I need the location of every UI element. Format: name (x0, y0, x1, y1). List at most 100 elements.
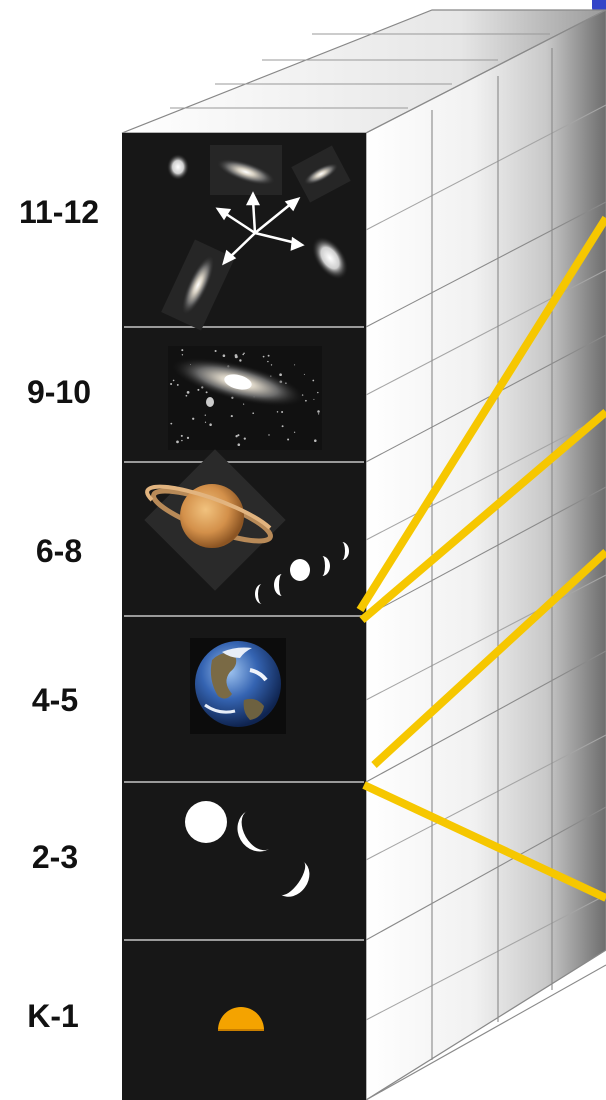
grade-label-2-3: 2-3 (31, 839, 79, 875)
side-row-line (365, 486, 606, 617)
star (314, 439, 317, 442)
star (181, 354, 184, 356)
title-fragment (592, 0, 606, 12)
crescent-moon-icon (280, 861, 310, 897)
star (252, 412, 255, 415)
small-galaxy-icon (167, 154, 189, 180)
star (204, 421, 207, 423)
star (235, 435, 238, 438)
side-row-line (365, 964, 606, 1100)
panel-4-5-art (190, 638, 286, 734)
star (303, 373, 305, 375)
side-row-line (365, 414, 606, 541)
panel-k-1-art (218, 1007, 264, 1031)
expansion-arrows-icon (215, 191, 305, 266)
grade-label-11-12: 11-12 (18, 194, 100, 230)
connector-2-3-outward (362, 781, 606, 902)
star (242, 353, 245, 356)
star (230, 415, 233, 418)
star (186, 436, 190, 439)
spiral-galaxy-top-icon (215, 158, 277, 186)
star (186, 391, 190, 394)
connector-6-8-to-11-12 (356, 215, 606, 613)
star (237, 434, 240, 437)
earth-icon (195, 641, 281, 727)
full-moon-icon (185, 801, 227, 843)
satellite-galaxy (206, 397, 214, 407)
star (268, 434, 270, 436)
star (192, 417, 195, 420)
star (214, 349, 217, 353)
star (205, 391, 208, 394)
diffuse-galaxy-icon (312, 236, 348, 280)
star (170, 382, 173, 386)
star (270, 364, 273, 366)
panel-dividers (124, 326, 364, 941)
star (172, 379, 175, 382)
connector-4-5-to-6-8 (371, 549, 606, 768)
connector-6-8-to-9-10 (359, 408, 606, 624)
panel-2-3-art (185, 801, 310, 897)
star (281, 425, 284, 428)
star (305, 399, 307, 402)
side-face-grid (365, 9, 606, 1100)
side-row-line (365, 574, 606, 701)
star (176, 383, 179, 386)
side-row-line (365, 806, 606, 941)
side-row-line (365, 894, 606, 1021)
grade-label-9-10: 9-10 (26, 374, 92, 410)
star (317, 391, 319, 394)
edge-galaxy-icon (303, 162, 339, 186)
star (234, 354, 238, 357)
half-moon-icon (237, 810, 269, 852)
block-side-face (365, 9, 606, 1100)
grade-label-k-1: K-1 (27, 998, 79, 1034)
star (176, 440, 179, 444)
star (294, 364, 296, 366)
side-row-line (365, 334, 606, 463)
star (267, 354, 270, 357)
star (312, 379, 315, 382)
moon-phases-icon (255, 542, 349, 604)
connector-lines (356, 215, 606, 902)
star (243, 437, 246, 440)
star (170, 422, 173, 425)
star (209, 423, 212, 426)
tilted-galaxy-icon (181, 253, 215, 317)
star (204, 414, 206, 416)
side-row-line (365, 650, 606, 783)
star (222, 354, 226, 357)
star (276, 411, 279, 413)
star (317, 410, 320, 413)
panel-9-10-art (168, 346, 322, 450)
sun-icon (218, 1007, 264, 1030)
star (181, 349, 184, 352)
side-row-line (365, 104, 606, 231)
side-row-line (365, 269, 606, 396)
star (262, 355, 265, 358)
star (185, 394, 188, 397)
star (239, 359, 242, 362)
grade-label-6-8: 6-8 (35, 533, 83, 569)
star (279, 373, 282, 377)
grade-label-4-5: 4-5 (31, 682, 79, 718)
star (181, 439, 183, 442)
star (317, 413, 320, 415)
star (237, 443, 241, 447)
star (313, 398, 315, 400)
side-row-line (365, 734, 606, 861)
star (197, 388, 200, 391)
star (180, 434, 183, 437)
star (243, 352, 245, 354)
star (293, 431, 296, 433)
star (267, 360, 269, 363)
galaxy-core (224, 374, 252, 390)
star (281, 411, 284, 413)
side-row-line (365, 201, 606, 328)
star (287, 438, 290, 441)
star (243, 403, 245, 405)
side-row-line (365, 9, 606, 134)
saturn-icon (145, 484, 273, 548)
panel-11-12-art (161, 145, 351, 331)
